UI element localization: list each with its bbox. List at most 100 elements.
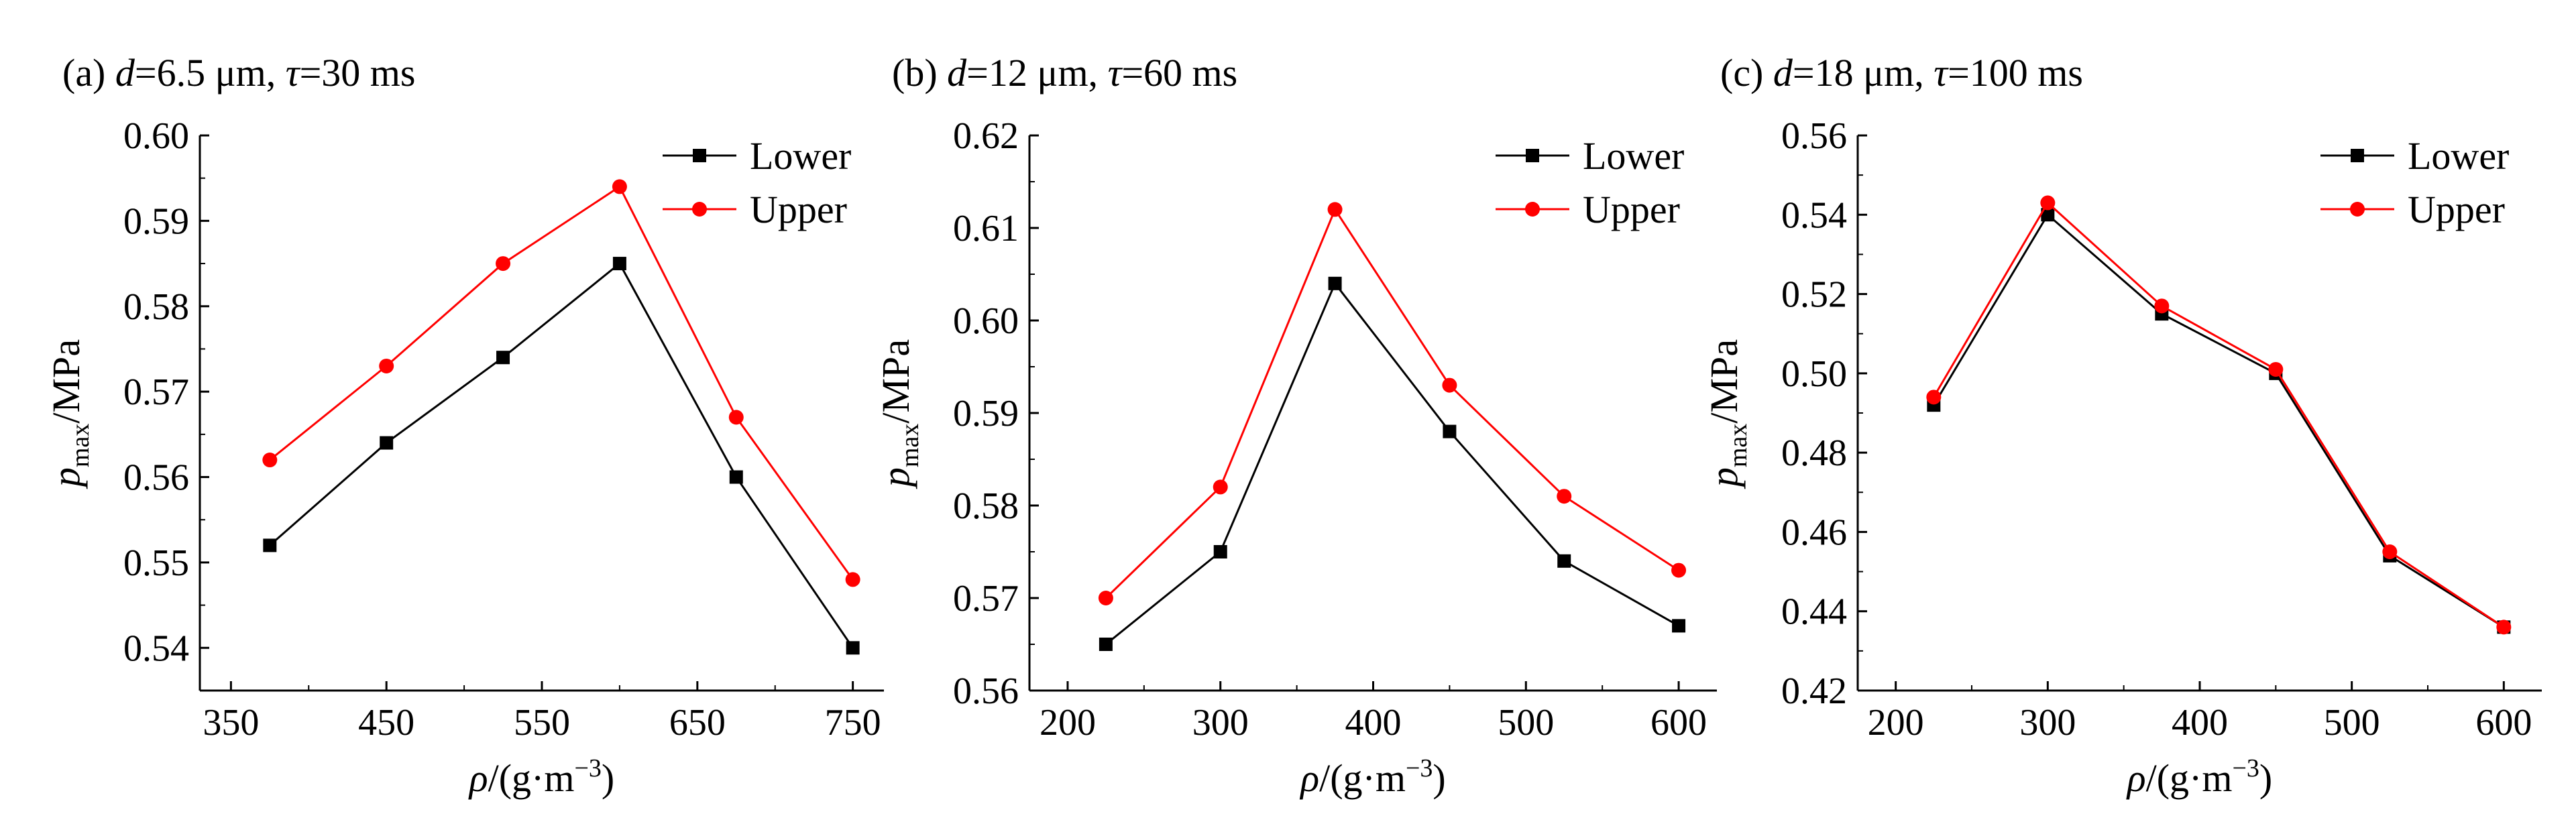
x-tick-label: 450 [358,702,414,744]
data-point [496,256,511,272]
x-tick-label: 600 [2475,702,2532,744]
data-point [262,453,278,468]
y-tick-label: 0.61 [953,208,1019,249]
data-point [1099,638,1113,651]
y-tick-label: 0.59 [123,200,189,242]
legend-marker [2350,202,2365,217]
y-axis-label: pmax/MPa [874,339,924,489]
y-tick-label: 0.56 [123,457,189,499]
chart-panel-3: (c) d=18 μm, τ=100 ms 0.42 0.44 0.46 0.48 0.5… [1702,51,2542,800]
y-tick-label: 0.56 [1781,115,1847,157]
series-line [1105,207,1679,599]
x-tick-label: 300 [2019,702,2076,744]
series-upper [1926,195,2512,635]
y-tick-label: 0.44 [1781,591,1847,633]
legend-label: Upper [1583,188,1680,231]
legend-label: Lower [1583,134,1684,178]
y-tick-label: 0.54 [1781,194,1847,236]
data-point [2382,544,2398,559]
y-tick-label: 0.52 [1781,274,1847,316]
x-tick-label: 750 [825,702,881,744]
series-line [269,185,854,581]
data-point [1442,377,1457,393]
data-point [1557,554,1571,568]
legend-label: Lower [2408,134,2509,178]
x-tick-label: 600 [1650,702,1707,744]
chart-panel-2: (b) d=12 μm, τ=60 ms 0.56 0.57 0.58 0.59 0.60… [874,51,1717,800]
data-point [1672,619,1686,633]
series-upper [262,179,860,587]
data-point [1098,591,1113,605]
x-tick-label: 400 [1345,702,1402,744]
y-axis-label: pmax/MPa [44,339,95,489]
y-tick-label: 0.57 [953,578,1019,619]
data-point [1926,390,1942,405]
series-upper [1098,202,1687,605]
y-tick-label: 0.57 [123,371,189,413]
legend-label: Lower [750,134,851,178]
legend-item-upper: Upper [2320,188,2505,231]
legend-marker [692,202,707,217]
legend-label: Upper [2408,188,2505,231]
x-axis-label: ρ/(g·m−3) [2126,754,2272,800]
chart-panel-1: (a) d=6.5 μm, τ=30 ms 0.54 0.55 0.56 0.57 0.5… [44,51,884,800]
y-axis-label: pmax/MPa [1702,339,1752,489]
series-line [1933,213,2505,628]
data-point [728,410,744,425]
data-point [1443,424,1457,438]
panel-title: (b) d=12 μm, τ=60 ms [892,51,1237,95]
data-point [612,257,626,271]
x-tick-label: 500 [2324,702,2380,744]
data-point [1213,545,1227,558]
series-line [1933,201,2505,628]
data-point [1557,489,1572,504]
y-tick-label: 0.60 [953,300,1019,342]
data-point [846,641,860,655]
y-tick-label: 0.62 [953,115,1019,157]
x-tick-label: 350 [203,702,259,744]
data-point [2040,195,2056,211]
legend-item-lower: Lower [663,134,851,178]
data-point [2041,208,2055,222]
legend-marker [1526,149,1539,162]
legend-item-upper: Upper [663,188,847,231]
data-point [2154,298,2170,314]
y-tick-label: 0.56 [953,670,1019,712]
series-line [269,261,854,649]
data-point [1327,202,1343,217]
y-tick-label: 0.58 [953,485,1019,527]
series-line [1105,281,1679,646]
legend-label: Upper [750,188,847,231]
x-tick-label: 400 [2172,702,2228,744]
x-tick-label: 300 [1192,702,1249,744]
data-point [263,538,277,552]
y-tick-label: 0.59 [953,393,1019,434]
x-tick-label: 500 [1498,702,1554,744]
data-point [1671,563,1687,578]
data-point [729,470,743,484]
data-point [1328,276,1342,290]
y-tick-label: 0.55 [123,542,189,584]
legend-marker [693,149,706,162]
data-point [496,351,510,365]
y-tick-label: 0.46 [1781,512,1847,553]
x-tick-label: 200 [1868,702,1924,744]
data-point [380,436,394,450]
data-point [2268,361,2284,377]
panel-title: (c) d=18 μm, τ=100 ms [1720,51,2083,95]
y-tick-label: 0.58 [123,286,189,328]
legend-marker [2351,149,2364,162]
y-tick-label: 0.42 [1781,670,1847,712]
y-tick-label: 0.50 [1781,353,1847,395]
y-tick-label: 0.48 [1781,432,1847,474]
x-axis-label: ρ/(g·m−3) [468,754,614,800]
data-point [379,358,394,373]
x-tick-label: 200 [1040,702,1096,744]
panel-title: (a) d=6.5 μm, τ=30 ms [62,51,415,95]
legend-item-upper: Upper [1496,188,1680,231]
legend-item-lower: Lower [1496,134,1684,178]
data-point [2496,619,2512,635]
y-tick-label: 0.54 [123,628,189,669]
data-point [612,179,627,194]
